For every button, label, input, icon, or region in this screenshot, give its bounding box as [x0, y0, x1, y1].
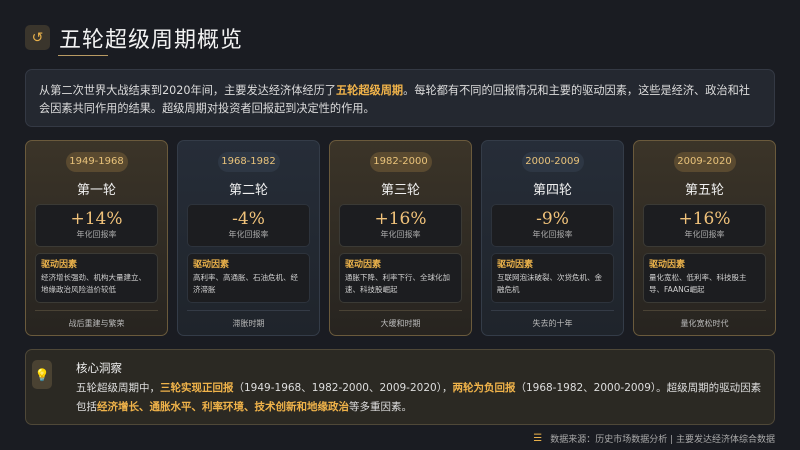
return-value: +14%	[70, 209, 123, 229]
return-value: -4%	[232, 209, 265, 229]
drivers-text: 量化宽松、低利率、科技股主导、FAANG崛起	[649, 273, 747, 294]
drivers-text: 互联网泡沫破裂、次贷危机、金融危机	[497, 273, 602, 294]
drivers-box: 驱动因素经济增长强劲、机构大量建立、地缘政治风险溢价较低	[35, 253, 158, 303]
database-icon: ☰	[533, 433, 543, 444]
drivers-title: 驱动因素	[649, 260, 686, 270]
cycle-card: 2000-2009 第四轮 -9% 年化回报率 驱动因素互联网泡沫破裂、次贷危机、…	[481, 140, 624, 336]
return-box: +16% 年化回报率	[643, 204, 766, 247]
drivers-title: 驱动因素	[345, 260, 382, 270]
return-box: -9% 年化回报率	[491, 204, 614, 247]
era-label: 大缓和时期	[380, 319, 421, 328]
cycle-card: 1968-1982 第二轮 -4% 年化回报率 驱动因素高利率、高通胀、石油危机、…	[177, 140, 320, 336]
intro-highlight: 五轮超级周期	[335, 84, 404, 97]
divider	[339, 310, 462, 311]
insight-body: 五轮超级周期中，三轮实现正回报（1949-1968、1982-2000、2009…	[76, 379, 774, 417]
drivers-title: 驱动因素	[41, 260, 78, 270]
page-title: 五轮超级周期概览	[59, 28, 244, 53]
divider	[491, 310, 614, 311]
return-value: +16%	[374, 209, 427, 229]
insight-panel: 💡 核心洞察 五轮超级周期中，三轮实现正回报（1949-1968、1982-20…	[25, 349, 775, 425]
cycle-card: 1949-1968 第一轮 +14% 年化回报率 驱动因素经济增长强劲、机构大量建…	[25, 140, 168, 336]
cycle-card: 2009-2020 第五轮 +16% 年化回报率 驱动因素量化宽松、低利率、科技股…	[633, 140, 776, 336]
drivers-box: 驱动因素互联网泡沫破裂、次贷危机、金融危机	[491, 253, 614, 303]
intro-text: 从第二次世界大战结束到2020年间，主要发达经济体经历了	[39, 84, 336, 97]
return-label: 年化回报率	[532, 230, 573, 239]
return-box: +14% 年化回报率	[35, 204, 158, 247]
insight-text: （1968-1982、2000-2009）。超级周期的驱动因素包括	[76, 382, 762, 413]
period-badge: 1949-1968	[65, 152, 128, 172]
drivers-text: 经济增长强劲、机构大量建立、地缘政治风险溢价较低	[41, 273, 146, 294]
insight-text: （1949-1968、1982-2000、2009-2020），	[233, 382, 453, 394]
divider	[643, 310, 766, 311]
insight-text: 等多重因素。	[349, 401, 412, 413]
drivers-box: 驱动因素高利率、高通胀、石油危机、经济滞胀	[187, 253, 310, 303]
round-name: 第二轮	[228, 183, 268, 198]
insight-highlight: 经济增长、通胀水平、利率环境、技术创新和地缘政治	[97, 401, 349, 413]
round-name: 第五轮	[684, 183, 724, 198]
drivers-title: 驱动因素	[193, 260, 230, 270]
era-label: 滞胀时期	[232, 319, 265, 328]
insight-title: 核心洞察	[76, 361, 122, 375]
return-label: 年化回报率	[228, 230, 269, 239]
cycle-card: 1982-2000 第三轮 +16% 年化回报率 驱动因素通胀下降、利率下行、全球…	[329, 140, 472, 336]
period-badge: 2009-2020	[673, 152, 736, 172]
insight-highlight: 三轮实现正回报	[160, 382, 234, 394]
round-name: 第四轮	[532, 183, 572, 198]
drivers-text: 高利率、高通胀、石油危机、经济滞胀	[193, 273, 298, 294]
return-label: 年化回报率	[684, 230, 725, 239]
intro-box: 从第二次世界大战结束到2020年间，主要发达经济体经历了五轮超级周期。每轮都有不…	[25, 69, 775, 127]
round-name: 第一轮	[76, 183, 116, 198]
period-badge: 1982-2000	[369, 152, 432, 172]
era-label: 战后重建与繁荣	[68, 319, 125, 328]
insight-text: 五轮超级周期中，	[76, 382, 160, 394]
history-icon: ↺	[25, 25, 50, 50]
return-value: +16%	[678, 209, 731, 229]
period-badge: 2000-2009	[521, 152, 584, 172]
divider	[35, 310, 158, 311]
era-label: 量化宽松时代	[680, 319, 729, 328]
title-underline	[58, 55, 108, 56]
round-name: 第三轮	[380, 183, 420, 198]
divider	[187, 310, 310, 311]
return-box: -4% 年化回报率	[187, 204, 310, 247]
drivers-title: 驱动因素	[497, 260, 534, 270]
intro-text-end: 。每轮都有不同的回报情况和主要的驱动因素，这些是经济、政治和社会因素共同作用的结…	[39, 84, 750, 115]
drivers-box: 驱动因素量化宽松、低利率、科技股主导、FAANG崛起	[643, 253, 766, 303]
lightbulb-icon: 💡	[32, 360, 52, 389]
drivers-text: 通胀下降、利率下行、全球化加速、科技股崛起	[345, 273, 450, 294]
insight-highlight: 两轮为负回报	[452, 382, 516, 394]
source-text: 数据来源：历史市场数据分析 | 主要发达经济体综合数据	[550, 435, 775, 445]
period-badge: 1968-1982	[217, 152, 280, 172]
return-box: +16% 年化回报率	[339, 204, 462, 247]
return-value: -9%	[536, 209, 569, 229]
return-label: 年化回报率	[76, 230, 117, 239]
era-label: 失去的十年	[532, 319, 573, 328]
return-label: 年化回报率	[380, 230, 421, 239]
data-source: ☰ 数据来源：历史市场数据分析 | 主要发达经济体综合数据	[533, 432, 775, 445]
drivers-box: 驱动因素通胀下降、利率下行、全球化加速、科技股崛起	[339, 253, 462, 303]
